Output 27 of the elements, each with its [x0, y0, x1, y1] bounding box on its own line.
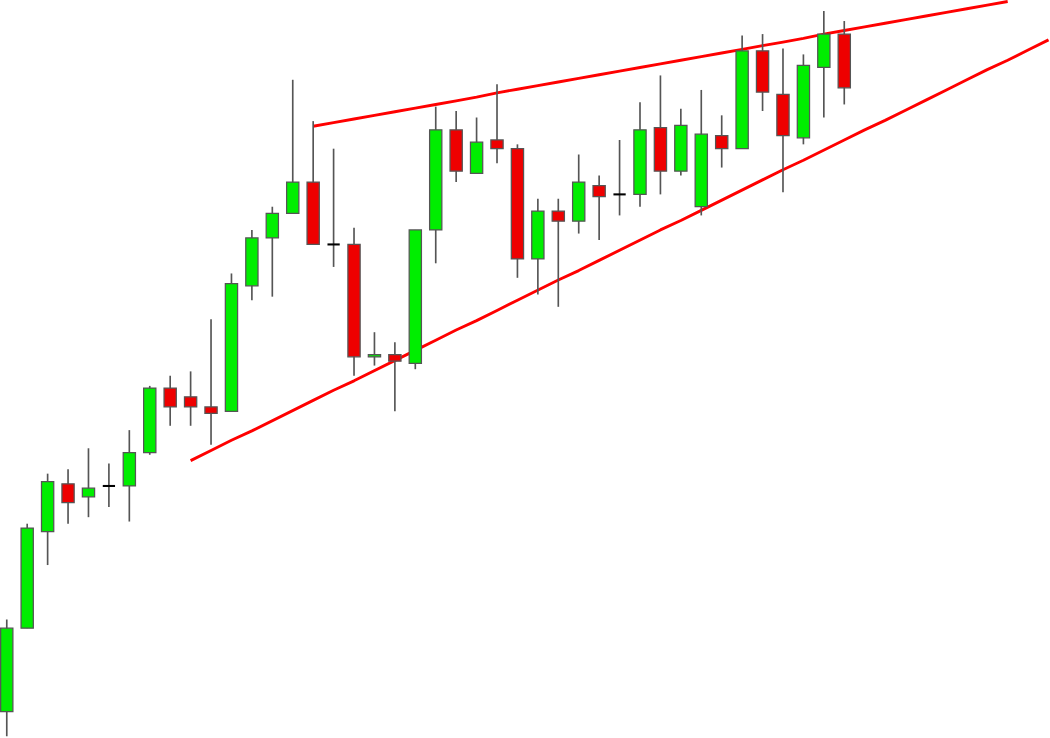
- candlestick: [817, 10, 831, 119]
- candlestick: [551, 198, 566, 309]
- candlestick: [265, 206, 280, 298]
- candlestick: [714, 114, 729, 169]
- candlestick: [367, 331, 382, 367]
- candlestick: [163, 375, 177, 428]
- candlestick: [592, 175, 606, 242]
- candlestick: [326, 148, 341, 269]
- candlestick: [490, 83, 504, 165]
- candlestick: [122, 429, 137, 523]
- candlestick: [531, 198, 545, 296]
- candlestick: [653, 75, 668, 196]
- candlestick: [285, 79, 300, 215]
- candlestick: [612, 139, 627, 217]
- candlestick: [469, 117, 484, 175]
- candlestick: [245, 229, 259, 302]
- candlestick: [61, 468, 75, 525]
- candlestick: [674, 108, 688, 177]
- candlestick: [101, 463, 117, 509]
- candlestick: [449, 110, 463, 184]
- candlestick: [388, 342, 402, 413]
- candlestick: [204, 318, 218, 446]
- candlestick: [776, 48, 790, 194]
- candlestick: [571, 154, 586, 235]
- candlestick: [81, 447, 96, 519]
- candlestick: [183, 371, 198, 428]
- candlestick: [755, 33, 770, 113]
